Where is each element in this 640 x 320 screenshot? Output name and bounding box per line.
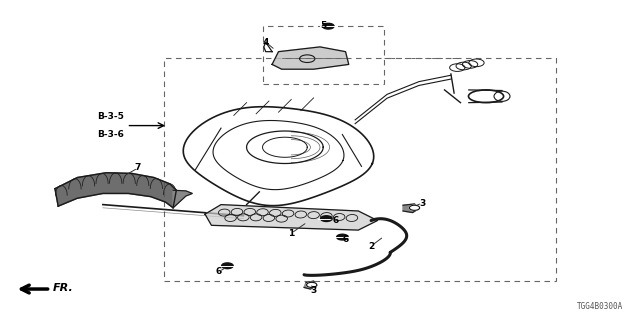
Text: 6: 6 — [333, 216, 339, 225]
Text: 6: 6 — [342, 235, 349, 244]
Polygon shape — [403, 204, 419, 212]
Text: 2: 2 — [368, 242, 374, 251]
Text: 3: 3 — [310, 286, 317, 295]
Text: 1: 1 — [288, 229, 294, 238]
Polygon shape — [272, 47, 349, 69]
Text: 3: 3 — [419, 198, 426, 207]
Text: 5: 5 — [320, 21, 326, 30]
Bar — [164, 58, 556, 281]
Text: 7: 7 — [135, 164, 141, 172]
Polygon shape — [173, 190, 192, 208]
Text: B-3-5: B-3-5 — [97, 113, 124, 122]
Polygon shape — [304, 281, 317, 289]
Circle shape — [307, 282, 317, 287]
Text: FR.: FR. — [53, 283, 74, 293]
Text: 4: 4 — [262, 38, 269, 47]
Polygon shape — [205, 204, 378, 230]
Circle shape — [337, 234, 348, 240]
Circle shape — [221, 263, 233, 269]
Circle shape — [323, 23, 334, 29]
Text: TGG4B0300A: TGG4B0300A — [577, 302, 623, 311]
Circle shape — [410, 205, 420, 210]
Polygon shape — [55, 173, 176, 208]
Bar — [262, 26, 384, 84]
Text: B-3-6: B-3-6 — [97, 130, 124, 139]
Text: 6: 6 — [216, 267, 222, 276]
Circle shape — [321, 216, 332, 221]
